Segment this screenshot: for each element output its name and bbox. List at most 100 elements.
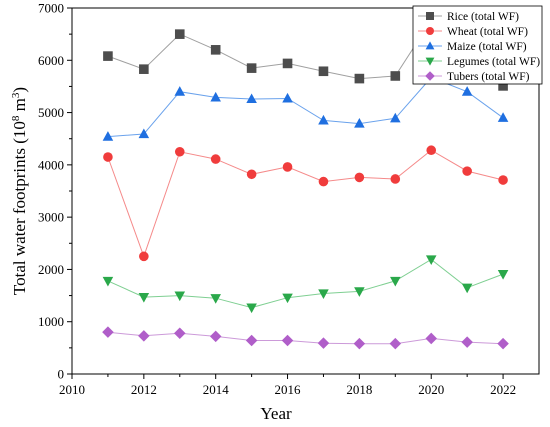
legend-item: Legumes (total WF): [418, 56, 540, 68]
data-point: [246, 169, 257, 180]
data-point: [103, 51, 113, 61]
data-point: [139, 251, 149, 262]
data-point: [282, 58, 293, 69]
data-point: [461, 86, 473, 96]
data-point: [210, 294, 221, 304]
legend-label: Maize (total WF): [447, 41, 527, 53]
y-axis-title-close: ): [10, 87, 29, 93]
data-point: [174, 29, 185, 39]
x-axis: 2010 2012 2014 2016 2018 2020 2022: [59, 374, 516, 397]
y-tick-label: 6000: [38, 53, 64, 68]
data-point: [138, 330, 150, 342]
x-axis-title: Year: [260, 404, 292, 423]
x-tick-label: 2016: [275, 382, 302, 397]
x-tick-label: 2022: [490, 382, 516, 397]
legend-marker: [425, 41, 435, 50]
series-4: [102, 326, 509, 350]
data-point: [389, 337, 402, 350]
y-tick-label: 4000: [38, 157, 64, 172]
legend-label: Wheat (total WF): [447, 26, 528, 38]
data-point: [174, 327, 186, 339]
legend-marker: [425, 71, 435, 81]
y-axis-title-sup: 8: [10, 115, 22, 121]
data-point: [318, 176, 329, 187]
data-point: [354, 287, 365, 297]
data-point: [390, 174, 401, 184]
data-point: [426, 145, 437, 156]
legend-box: [412, 5, 543, 85]
data-point: [390, 276, 401, 287]
data-point: [282, 92, 293, 103]
x-tick-label: 2018: [346, 382, 372, 397]
y-tick-label: 1000: [38, 314, 64, 329]
data-point: [174, 146, 185, 157]
data-point: [138, 293, 150, 303]
data-point: [246, 93, 257, 104]
data-point: [317, 337, 330, 349]
data-point: [354, 118, 365, 128]
data-point: [282, 293, 293, 304]
y-tick-label: 7000: [38, 1, 64, 16]
data-point: [245, 334, 258, 347]
data-point: [210, 154, 221, 164]
data-point: [282, 162, 293, 172]
data-point: [354, 73, 365, 84]
data-point: [210, 91, 221, 102]
x-tick-label: 2020: [418, 382, 444, 397]
y-tick-label: 3000: [38, 210, 64, 225]
data-point: [318, 114, 329, 125]
data-point: [210, 45, 221, 55]
data-point: [102, 326, 114, 338]
series-line: [107, 258, 504, 309]
data-point: [498, 175, 508, 185]
data-point: [497, 112, 509, 122]
data-point: [425, 332, 437, 345]
legend-item: Tubers (total WF): [418, 71, 530, 83]
legend-label: Legumes (total WF): [447, 56, 540, 68]
data-point: [390, 112, 401, 123]
legend-item: Wheat (total WF): [418, 26, 528, 38]
y-tick-label: 0: [58, 367, 65, 382]
x-tick-label: 2012: [131, 382, 157, 397]
legend-marker: [426, 12, 434, 20]
legend-marker: [426, 27, 434, 35]
data-point: [497, 337, 509, 350]
data-point: [318, 289, 329, 299]
series-1: [103, 145, 508, 262]
y-tick-label: 5000: [38, 105, 64, 120]
series-3: [102, 255, 509, 314]
legend: Rice (total WF) Wheat (total WF) Maize (to…: [412, 5, 543, 85]
legend-marker: [425, 57, 435, 66]
series-line: [107, 331, 504, 345]
data-point: [497, 270, 509, 280]
data-point: [139, 64, 149, 74]
data-point: [103, 152, 113, 162]
data-point: [102, 276, 114, 287]
legend-item: Maize (total WF): [418, 41, 527, 53]
legend-label: Tubers (total WF): [447, 71, 530, 83]
legend-label: Rice (total WF): [447, 11, 519, 23]
data-point: [425, 255, 437, 266]
data-point: [461, 283, 473, 294]
data-point: [102, 131, 114, 141]
data-point: [138, 128, 150, 139]
series-line: [107, 149, 504, 258]
series-line: [107, 76, 504, 138]
y-axis: 0 1000 2000 3000 4000 5000 6000 7000: [38, 1, 72, 382]
y-axis-title-main: Total water footprints (10: [10, 121, 29, 295]
data-point: [246, 63, 257, 73]
y-axis-title-unit: m: [10, 98, 29, 115]
data-point: [353, 337, 366, 350]
x-tick-label: 2014: [203, 382, 230, 397]
x-tick-label: 2010: [59, 382, 85, 397]
data-point: [354, 172, 365, 183]
y-axis-title: Total water footprints (108 m3): [10, 87, 29, 295]
data-point: [462, 166, 472, 176]
data-point: [498, 81, 508, 91]
data-point: [390, 71, 401, 81]
y-tick-label: 2000: [38, 262, 64, 277]
y-axis-title-sup2: 3: [10, 92, 22, 98]
data-point: [318, 66, 329, 77]
data-point: [461, 336, 473, 348]
data-point: [174, 291, 186, 302]
